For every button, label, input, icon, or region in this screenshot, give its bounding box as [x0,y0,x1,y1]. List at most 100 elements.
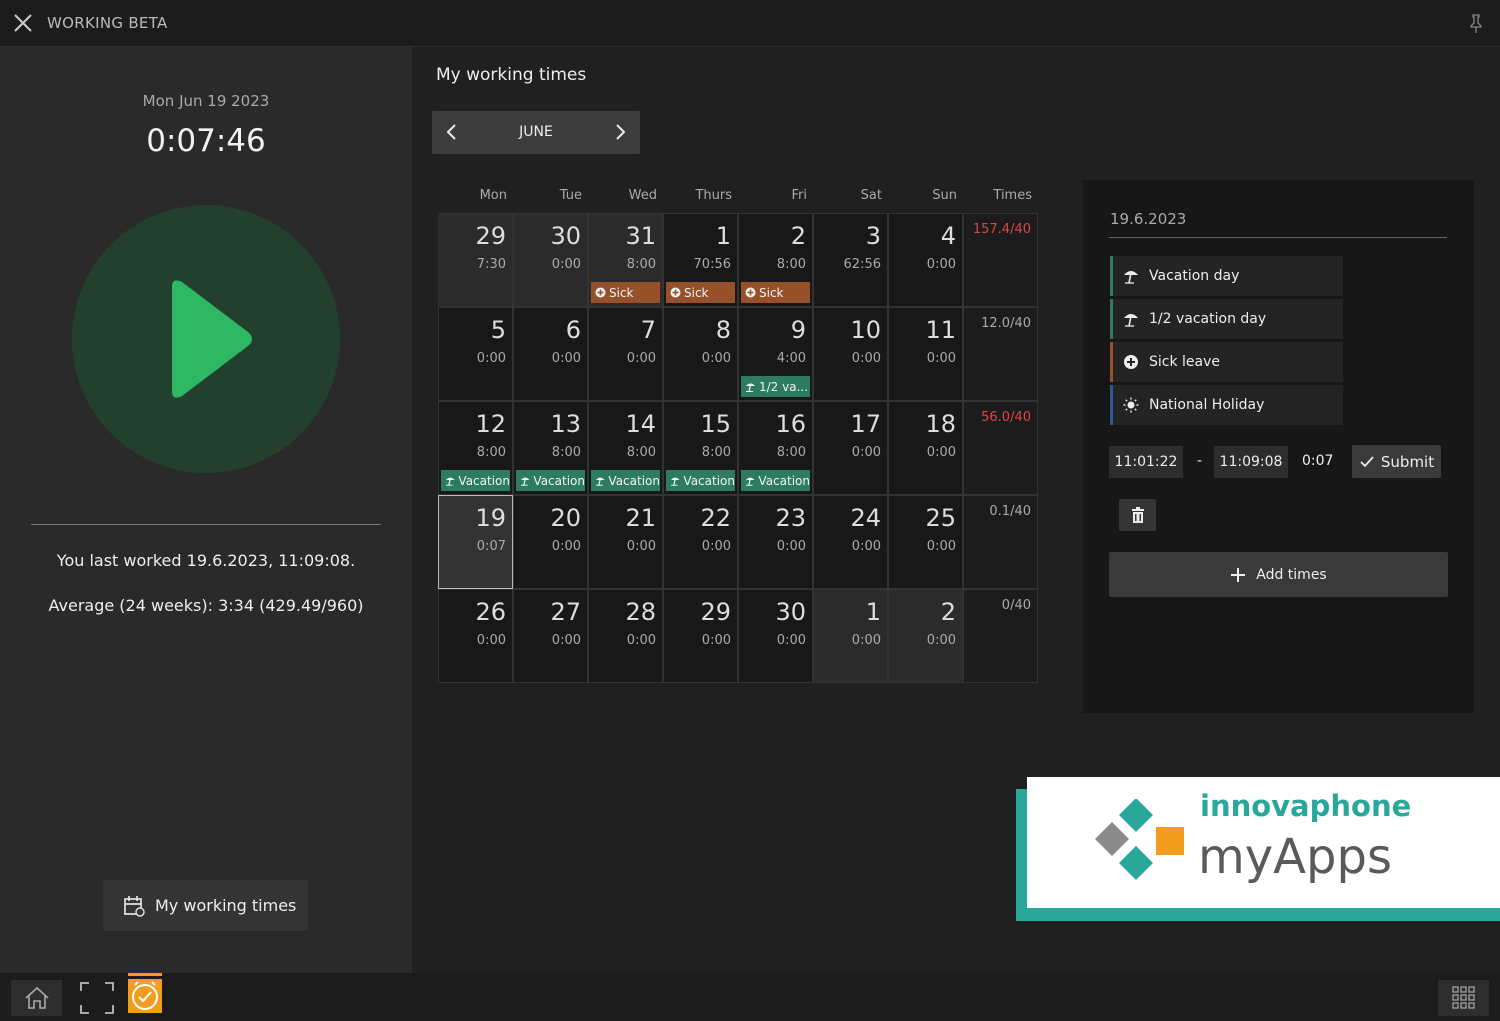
day-header: Fri [791,188,808,203]
last-worked-text: You last worked 19.6.2023, 11:09:08. [56,551,356,570]
check-icon [1360,455,1374,467]
day-hours: 7:30 [476,257,506,272]
calendar-day-cell[interactable]: 24 0:00 [813,495,888,589]
option-1-2-vacation-day[interactable]: 1/2 vacation day [1110,299,1343,339]
day-hours: 0:00 [851,539,881,554]
fullscreen-icon[interactable] [78,980,116,1016]
calendar-day-cell[interactable]: 27 0:00 [513,589,588,683]
calendar-day-cell[interactable]: 30 0:00 [513,213,588,307]
calendar-day-cell[interactable]: 1 0:00 [813,589,888,683]
calendar-day-cell[interactable]: 28 0:00 [588,589,663,683]
day-number: 5 [490,316,506,344]
chevron-right-icon[interactable] [612,123,628,141]
calendar-day-cell[interactable]: 4 0:00 [888,213,963,307]
calendar-grid: Mon Tue Wed Thurs Fri Sat Sun Times 29 7:30 30 0:00… [438,47,1038,687]
day-number: 30 [775,598,806,626]
day-hours: 0:00 [626,633,656,648]
day-number: 3 [865,222,881,250]
calendar-day-cell[interactable]: 8 0:00 [663,307,738,401]
month-label: JUNE [519,124,553,140]
my-working-times-button[interactable]: My working times [103,880,308,931]
add-times-label: Add times [1256,566,1327,583]
delete-button[interactable] [1119,499,1156,531]
selected-date: 19.6.2023 [1110,210,1187,228]
calendar-day-cell[interactable]: 11 0:00 [888,307,963,401]
calendar-day-cell[interactable]: 1 70:56 Sick [663,213,738,307]
beach-umbrella-icon [1124,271,1138,284]
calendar-day-cell[interactable]: 13 8:00 Vacation [513,401,588,495]
day-number: 1 [715,222,731,250]
calendar-day-cell[interactable]: 12 8:00 Vacation [438,401,513,495]
add-times-button[interactable]: Add times [1109,552,1448,597]
vacation-tag: Vacation [591,470,660,491]
logo-text-myapps: myApps [1198,829,1392,885]
day-number: 16 [775,410,806,438]
day-number: 23 [775,504,806,532]
calendar-icon [124,895,145,917]
beach-umbrella-icon [1124,314,1138,327]
calendar-day-cell[interactable]: 22 0:00 [663,495,738,589]
logo-text-innovaphone: innovaphone [1200,789,1412,823]
calendar-day-cell[interactable]: 18 0:00 [888,401,963,495]
pin-icon[interactable] [1466,13,1486,35]
calendar-day-cell[interactable]: 19 0:07 [438,495,513,589]
calendar-day-cell[interactable]: 6 0:00 [513,307,588,401]
option-label: Vacation day [1149,268,1240,284]
option-sick-leave[interactable]: Sick leave [1110,342,1343,382]
calendar-day-cell[interactable]: 25 0:00 [888,495,963,589]
option-label: Sick leave [1149,354,1221,370]
day-header: Thurs [695,188,732,203]
end-time-field[interactable]: 11:09:08 [1214,446,1288,478]
calendar-day-cell[interactable]: 23 0:00 [738,495,813,589]
calendar-day-cell[interactable]: 29 0:00 [663,589,738,683]
calendar-day-cell[interactable]: 21 0:00 [588,495,663,589]
calendar-day-cell[interactable]: 9 4:00 1/2 va... [738,307,813,401]
calendar-day-cell[interactable]: 3 62:56 [813,213,888,307]
calendar-day-cell[interactable]: 17 0:00 [813,401,888,495]
plus-circle-icon [1124,355,1138,369]
day-hours: 0:00 [551,633,581,648]
day-number: 15 [700,410,731,438]
play-button[interactable] [72,205,340,473]
calendar-day-cell[interactable]: 15 8:00 Vacation [663,401,738,495]
day-hours: 8:00 [701,445,731,460]
plus-circle-icon [670,287,681,298]
calendar-day-cell[interactable]: 5 0:00 [438,307,513,401]
calendar-day-cell[interactable]: 20 0:00 [513,495,588,589]
logo-diamonds-icon [1095,799,1184,880]
beach-umbrella-icon [670,477,680,486]
app-grid-button[interactable] [1438,980,1489,1016]
submit-button[interactable]: Submit [1352,445,1441,478]
option-label: National Holiday [1149,397,1265,413]
working-app-icon[interactable] [128,973,162,1015]
day-number: 18 [925,410,956,438]
day-number: 31 [625,222,656,250]
calendar-day-cell[interactable]: 31 8:00 Sick [588,213,663,307]
day-hours: 0:00 [851,445,881,460]
week-total-cell: 0/40 [963,589,1038,683]
calendar-day-cell[interactable]: 14 8:00 Vacation [588,401,663,495]
day-header: Sun [932,188,957,203]
chevron-left-icon[interactable] [444,123,460,141]
calendar-day-cell[interactable]: 10 0:00 [813,307,888,401]
close-icon[interactable] [12,12,34,34]
calendar-day-cell[interactable]: 16 8:00 Vacation [738,401,813,495]
calendar-day-cell[interactable]: 2 0:00 [888,589,963,683]
option-vacation-day[interactable]: Vacation day [1110,256,1343,296]
day-hours: 0:00 [701,633,731,648]
day-number: 4 [940,222,956,250]
day-number: 24 [850,504,881,532]
day-number: 17 [850,410,881,438]
home-button[interactable] [11,980,62,1016]
calendar-day-cell[interactable]: 7 0:00 [588,307,663,401]
calendar-day-cell[interactable]: 26 0:00 [438,589,513,683]
start-time-field[interactable]: 11:01:22 [1109,446,1183,478]
beach-umbrella-icon [520,477,530,486]
day-hours: 0:00 [926,351,956,366]
day-hours: 0:00 [776,539,806,554]
day-number: 28 [625,598,656,626]
option-national-holiday[interactable]: National Holiday [1110,385,1343,425]
calendar-day-cell[interactable]: 2 8:00 Sick [738,213,813,307]
calendar-day-cell[interactable]: 29 7:30 [438,213,513,307]
calendar-day-cell[interactable]: 30 0:00 [738,589,813,683]
